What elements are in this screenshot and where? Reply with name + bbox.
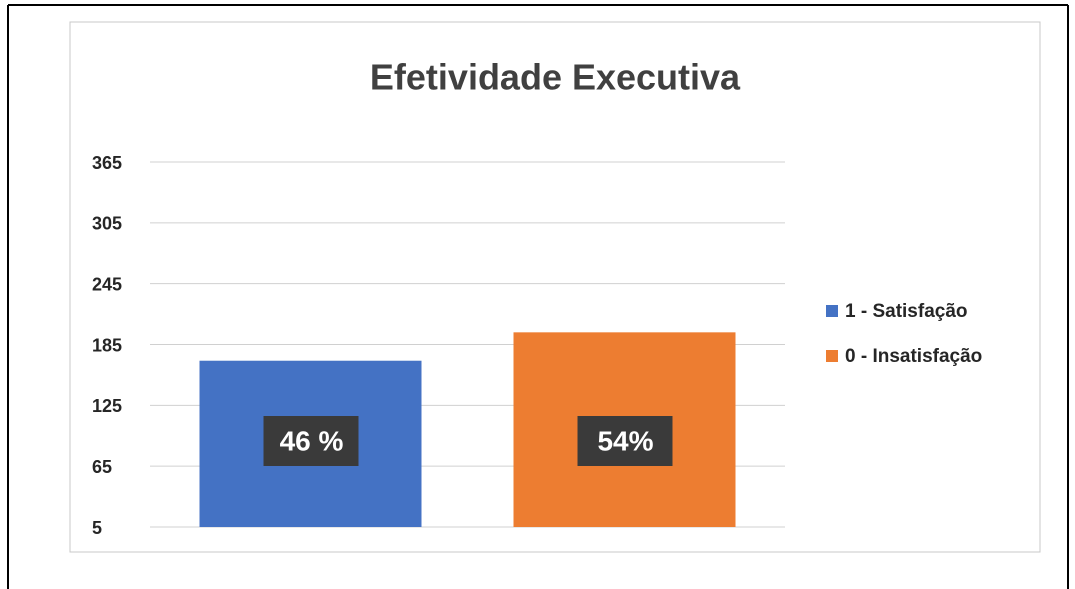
y-tick-label: 5: [92, 518, 102, 538]
y-tick-label: 125: [92, 396, 122, 416]
legend-swatch: [826, 305, 838, 317]
annotation: 46 %: [280, 425, 344, 456]
legend-label: 1 - Satisfação: [845, 301, 968, 322]
annotation-box: [577, 416, 673, 466]
y-tick-label: 365: [92, 153, 122, 173]
y-tick-label: 245: [92, 274, 122, 294]
annotation: 54%: [597, 425, 653, 456]
chart-title: Efetividade Executiva: [370, 57, 741, 98]
legend-swatch: [826, 350, 838, 362]
y-tick-label: 185: [92, 335, 122, 355]
annotation-box: [263, 416, 359, 466]
y-tick-label: 65: [92, 457, 112, 477]
legend-label: 0 - Insatisfação: [845, 346, 982, 367]
y-tick-label: 305: [92, 214, 122, 234]
